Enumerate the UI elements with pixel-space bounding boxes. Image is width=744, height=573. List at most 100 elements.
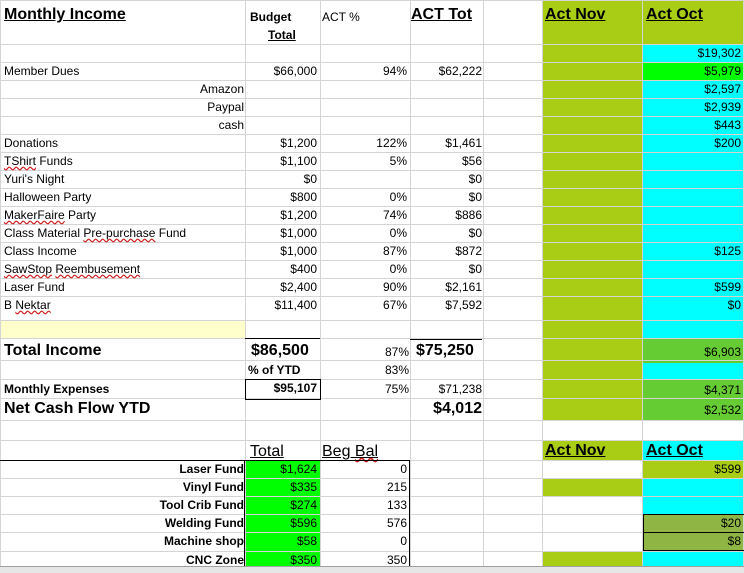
- income-row-act: $872: [455, 244, 482, 258]
- grid-row-line: [0, 398, 744, 399]
- fund-label: Welding Fund: [164, 516, 244, 530]
- income-row-oct: $2,597: [704, 82, 741, 96]
- grid-row-line: [0, 496, 744, 497]
- cream-cell: [0, 320, 245, 338]
- total-income-pct: 87%: [384, 345, 409, 359]
- monthly-income-title: Monthly Income: [4, 6, 126, 23]
- grid-row-line: [0, 360, 744, 361]
- income-row-budget: $800: [290, 190, 317, 204]
- income-row-act: $56: [461, 154, 482, 168]
- total-income-oct: $6,903: [704, 345, 741, 359]
- fund-beg-bal: 576: [386, 516, 407, 530]
- income-row-pct: 5%: [389, 154, 407, 168]
- income-row-oct: $5,979: [704, 64, 741, 78]
- grid-row-line: [0, 80, 744, 81]
- income-row-act: $0: [468, 172, 482, 186]
- income-row-oct: $200: [714, 136, 741, 150]
- fund-total: $335: [290, 480, 317, 494]
- income-row-pct: 0%: [389, 226, 407, 240]
- fund-label: Tool Crib Fund: [159, 498, 244, 512]
- income-row-label: Halloween Party: [4, 190, 92, 204]
- income-row-act: $0: [468, 262, 482, 276]
- budget-total-header: Total: [268, 28, 296, 42]
- income-row-label: TShirt Funds: [4, 154, 73, 168]
- grid-column-line: [0, 0, 1, 573]
- income-row-label: Laser Fund: [4, 280, 65, 294]
- grid-row-line: [0, 320, 744, 321]
- income-row-label: Yuri's Night: [4, 172, 65, 186]
- border-welding-box-left: [643, 514, 644, 551]
- border-welding-box-mid: [643, 532, 744, 533]
- act-oct-header-cell: [643, 0, 744, 44]
- grid-row-line: [0, 338, 744, 339]
- income-row-act: $2,161: [445, 280, 482, 294]
- fund-label: Machine shop: [163, 534, 244, 548]
- grid-row-line: [0, 514, 744, 515]
- fund-total: $350: [290, 553, 317, 567]
- grid-row-line: [0, 296, 744, 297]
- income-row-label: Paypal: [207, 100, 244, 114]
- fund-beg-bal: 0: [400, 534, 407, 548]
- funds-oct-header: [643, 440, 744, 460]
- income-row-act: $0: [468, 190, 482, 204]
- income-row-pct: 87%: [382, 244, 407, 258]
- pct-of-ytd-label: % of YTD: [248, 363, 301, 377]
- income-row-oct: $125: [714, 244, 741, 258]
- act-nov-header: Act Nov: [545, 6, 606, 23]
- grid-row-line: [0, 260, 744, 261]
- fund-total: $58: [296, 534, 317, 548]
- total-income-label: Total Income: [4, 342, 102, 359]
- funds-nov-header: [542, 440, 642, 460]
- income-row-oct: $0: [727, 298, 741, 312]
- border-funds-right: [409, 460, 410, 570]
- grid-row-line: [0, 551, 744, 552]
- fund-oct: $8: [727, 534, 741, 548]
- grid-row-line: [0, 242, 744, 243]
- fund-total: $596: [290, 516, 317, 530]
- income-row-budget: $1,000: [280, 226, 317, 240]
- funds-total-header: Total: [250, 443, 284, 460]
- grid-row-line: [0, 98, 744, 99]
- net-cash-flow-label: Net Cash Flow YTD: [4, 400, 151, 417]
- border-funds-left: [244, 460, 245, 570]
- income-row-budget: $400: [290, 262, 317, 276]
- funds-act-nov-header: Act Nov: [545, 442, 606, 459]
- sheet-tab-bar[interactable]: [0, 566, 744, 573]
- grid-row-line: [0, 0, 744, 1]
- income-row-act: $62,222: [438, 64, 482, 78]
- income-row-budget: $1,100: [280, 154, 317, 168]
- income-row-label: Class Income: [4, 244, 77, 258]
- act-nov-column: [542, 0, 642, 420]
- income-row-budget: $0: [303, 172, 317, 186]
- income-row-act: $886: [455, 208, 482, 222]
- fund-total: $1,624: [280, 462, 317, 476]
- income-row-label: Amazon: [199, 82, 244, 96]
- fund-beg-bal: 350: [386, 553, 407, 567]
- grid-column-line: [483, 0, 484, 573]
- grid-column-line: [410, 0, 411, 573]
- grid-row-line: [0, 134, 744, 135]
- expenses-budget-box: [245, 379, 321, 400]
- income-row-pct: 90%: [382, 280, 407, 294]
- grid-column-line: [320, 0, 321, 573]
- income-row-pct: 94%: [382, 64, 407, 78]
- pct-of-ytd-value: 83%: [384, 363, 409, 377]
- monthly-expenses-oct: $4,371: [704, 383, 741, 397]
- monthly-expenses-pct: 75%: [384, 382, 409, 396]
- income-row-label: MakerFaire Party: [4, 208, 97, 222]
- funds-oct-laser: [643, 460, 744, 478]
- income-row-label: cash: [218, 118, 244, 132]
- income-row-budget: $66,000: [273, 64, 317, 78]
- act-pct-header: ACT %: [322, 10, 360, 24]
- income-row-pct: 74%: [382, 208, 407, 222]
- income-row-oct: $2,939: [704, 100, 741, 114]
- income-row-act: $7,592: [445, 298, 482, 312]
- grid-row-line: [0, 170, 744, 171]
- income-row-budget: $1,200: [280, 208, 317, 222]
- funds-nov-cell-1: [542, 478, 642, 496]
- total-income-act: $75,250: [416, 342, 474, 359]
- grid-row-line: [0, 420, 744, 421]
- monthly-expenses-budget: $95,107: [273, 381, 317, 395]
- border-top-budget: [245, 338, 320, 339]
